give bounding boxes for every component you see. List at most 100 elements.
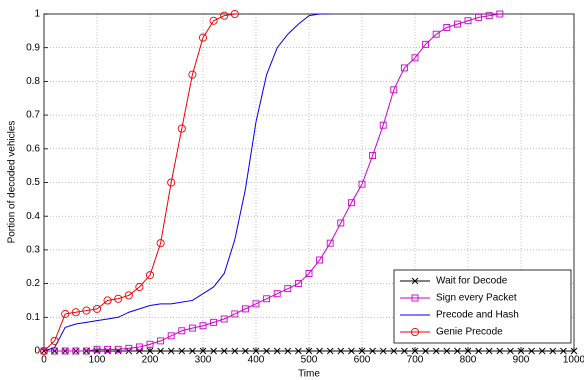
marker: [157, 347, 164, 355]
marker: [103, 296, 112, 305]
y-tick-label: 0.7: [26, 110, 40, 121]
marker: [114, 345, 122, 353]
marker: [369, 152, 377, 159]
legend-box: [393, 269, 572, 344]
marker: [443, 347, 451, 355]
marker: [560, 347, 567, 355]
y-axis-label: Portion of decoded vehicles: [7, 121, 18, 244]
marker: [167, 178, 176, 187]
x-tick-label: 200: [142, 355, 159, 366]
marker: [72, 347, 80, 355]
marker: [411, 294, 419, 302]
marker: [178, 347, 186, 355]
marker: [443, 24, 451, 31]
marker: [507, 347, 514, 355]
marker: [475, 347, 482, 355]
y-tick-label: 0.1: [26, 312, 40, 323]
marker: [401, 347, 408, 355]
x-tick-label: 100: [89, 355, 106, 366]
marker: [411, 54, 419, 62]
marker: [157, 337, 165, 345]
marker: [231, 347, 239, 355]
marker: [82, 347, 90, 355]
marker: [40, 347, 48, 355]
legend-label: Genie Precode: [436, 327, 503, 338]
marker: [114, 294, 123, 303]
marker: [464, 17, 472, 25]
marker: [453, 20, 461, 28]
marker: [454, 347, 461, 355]
y-tick-label: 0.9: [26, 42, 40, 53]
marker: [230, 9, 239, 19]
marker: [538, 347, 546, 355]
marker: [517, 347, 525, 355]
x-tick-label: 900: [513, 355, 530, 366]
marker: [50, 336, 59, 345]
marker: [242, 347, 249, 355]
legend-label: Sign every Packet: [436, 293, 517, 304]
marker: [496, 10, 504, 18]
marker: [189, 347, 196, 355]
marker: [337, 347, 345, 355]
marker: [294, 280, 302, 288]
marker: [273, 347, 281, 355]
y-tick-label: 0.4: [26, 211, 40, 222]
x-tick-label: 500: [301, 355, 318, 366]
marker: [82, 306, 91, 315]
marker: [549, 347, 557, 355]
series-line: [44, 13, 500, 352]
marker: [135, 282, 144, 292]
marker: [263, 347, 270, 355]
x-tick-label: 800: [460, 355, 477, 366]
marker: [39, 346, 49, 356]
x-tick-label: 600: [354, 355, 371, 366]
marker: [210, 347, 217, 355]
marker: [347, 199, 355, 207]
y-tick-label: 0.6: [26, 143, 40, 154]
marker: [209, 16, 218, 25]
marker: [432, 30, 440, 38]
x-tick-label: 300: [195, 355, 212, 366]
marker: [422, 347, 429, 355]
marker: [432, 347, 440, 355]
marker: [496, 347, 504, 355]
marker: [305, 270, 313, 277]
marker: [167, 332, 175, 340]
marker: [241, 305, 249, 313]
marker: [379, 121, 387, 129]
marker: [390, 86, 398, 94]
x-axis-label: Time: [298, 369, 320, 380]
marker: [210, 318, 218, 326]
marker: [390, 347, 398, 355]
marker: [135, 343, 143, 351]
marker: [410, 327, 420, 337]
marker: [220, 315, 228, 323]
legend-label: Wait for Decode: [436, 276, 508, 287]
marker: [198, 33, 208, 42]
marker: [295, 347, 302, 355]
marker: [124, 291, 133, 300]
marker: [528, 347, 535, 355]
y-tick-label: 0.3: [26, 245, 40, 256]
y-tick-label: 0.2: [26, 278, 40, 289]
marker: [71, 308, 80, 317]
x-tick-label: 1000: [563, 355, 584, 366]
x-tick-label: 0: [41, 355, 47, 366]
marker: [252, 347, 260, 355]
y-tick-label: 0: [34, 346, 40, 357]
marker: [273, 290, 281, 298]
marker: [305, 347, 313, 355]
marker: [146, 347, 154, 355]
marker: [284, 347, 292, 355]
marker: [188, 70, 197, 79]
marker: [178, 327, 186, 335]
marker: [220, 347, 228, 355]
marker: [326, 347, 334, 355]
marker: [316, 256, 324, 264]
series-line: [43, 13, 331, 352]
marker: [145, 271, 155, 280]
marker: [104, 345, 112, 353]
marker: [199, 322, 207, 330]
y-tick-label: 0.5: [26, 177, 40, 188]
